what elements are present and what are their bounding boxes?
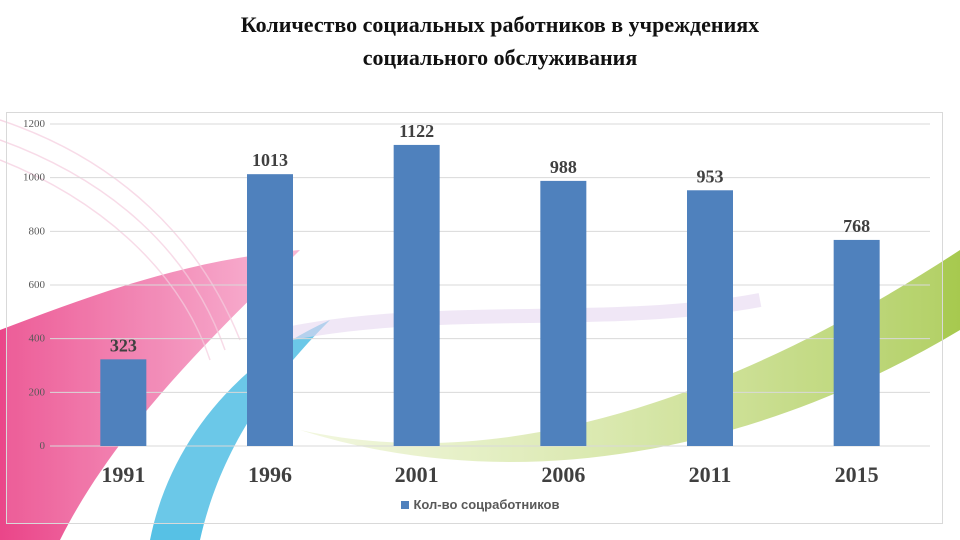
thin-lines [0,119,241,361]
x-tick-label: 1991 [101,462,145,487]
chart-frame [6,112,943,524]
page-title: Количество социальных работников в учреж… [0,8,960,74]
y-tick-label: 800 [29,225,46,237]
data-label: 1013 [252,150,288,170]
bar [247,174,293,446]
y-tick-label: 1000 [23,172,46,184]
x-tick-label: 2011 [689,462,732,487]
data-label: 768 [843,216,870,236]
x-tick-label: 2001 [395,462,439,487]
y-tick-label: 600 [29,279,46,291]
legend-label: Кол-во соцработников [413,497,560,512]
bar [833,239,880,446]
legend-swatch [400,501,409,509]
pink-swoosh [0,250,300,540]
title-line-1: Количество социальных работников в учреж… [240,12,760,37]
title-line-2: социального обслуживания [362,45,638,70]
y-tick-label: 200 [29,386,46,398]
data-label: 953 [697,166,724,186]
bar [100,359,147,446]
data-label: 988 [550,157,577,177]
x-tick-label: 1996 [248,462,292,487]
x-tick-label: 2006 [541,462,585,487]
chart-legend: Кол-во соцработников [0,497,960,512]
y-tick-label: 400 [29,333,46,345]
y-tick-label: 0 [40,440,46,452]
cyan-swoosh [150,320,330,540]
green-swoosh [300,250,960,462]
bar [687,190,733,446]
y-tick-label: 1200 [23,118,46,130]
data-label: 1122 [399,121,434,141]
x-tick-label: 2015 [835,462,879,487]
bar [393,144,440,446]
bar [540,180,587,447]
data-label: 323 [110,335,137,355]
